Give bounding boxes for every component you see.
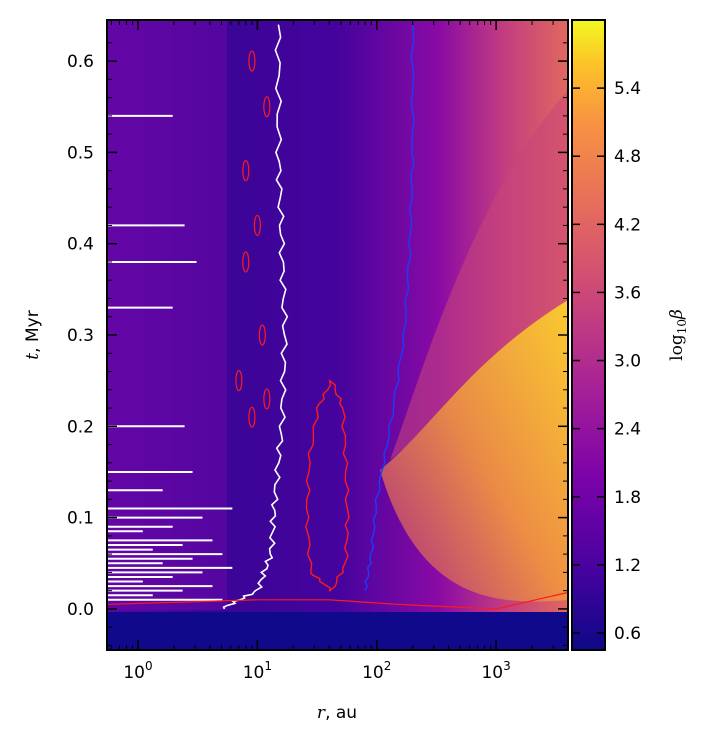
y-tick-label: 0.6 — [67, 52, 94, 72]
heatmap-left-band — [107, 20, 227, 610]
colorbar-ticks: 0.6 1.2 1.8 2.4 3.0 3.6 4.2 4.8 5.4 — [572, 79, 641, 644]
x-tick-label: 101 — [243, 659, 272, 683]
y-axis: 0.0 0.1 0.2 0.3 0.4 0.5 0.6 — [67, 42, 568, 646]
x-axis-label: r, au — [317, 703, 357, 723]
red-island — [253, 214, 261, 237]
colorbar: 0.6 1.2 1.8 2.4 3.0 3.6 4.2 4.8 5.4 log10β — [571, 19, 689, 651]
red-island — [248, 406, 256, 428]
red-island — [248, 50, 256, 72]
contour-white-boundary — [222, 24, 289, 610]
heatmap-warm-region — [390, 90, 568, 460]
contour-red-outflow — [107, 591, 568, 610]
heatmap-bright-wedge — [380, 300, 568, 602]
colorbar-frame — [571, 19, 606, 651]
colorbar-gradient — [572, 20, 605, 650]
heatmap-bottom-band — [107, 612, 568, 650]
red-island — [242, 160, 250, 182]
colorbar-tick-label: 4.2 — [614, 215, 641, 235]
colorbar-tick-label: 4.8 — [614, 147, 641, 167]
x-tick-label: 102 — [362, 659, 391, 683]
red-island — [242, 251, 250, 273]
red-island — [263, 96, 271, 118]
y-tick-label: 0.0 — [67, 600, 94, 620]
contour-blue-front — [364, 24, 415, 591]
y-tick-label: 0.2 — [67, 417, 94, 437]
x-tick-label: 100 — [123, 659, 152, 683]
red-island — [263, 388, 271, 410]
x-axis: 100 101 102 103 — [111, 20, 554, 683]
colorbar-label: log10β — [667, 309, 689, 361]
colorbar-tick-label: 0.6 — [614, 624, 641, 644]
contour-red-lobe — [305, 379, 350, 593]
red-island — [235, 370, 243, 392]
white-streaks — [107, 114, 233, 601]
y-tick-label: 0.3 — [67, 326, 94, 346]
plot-area — [107, 20, 568, 650]
colorbar-tick-label: 5.4 — [614, 79, 641, 99]
y-tick-label: 0.1 — [67, 509, 94, 529]
colorbar-tick-label: 1.2 — [614, 556, 641, 576]
contour-red-islands — [235, 50, 271, 428]
y-tick-label: 0.5 — [67, 143, 94, 163]
colorbar-tick-label: 1.8 — [614, 488, 641, 508]
colorbar-tick-label: 3.0 — [614, 352, 641, 372]
colorbar-tick-label: 2.4 — [614, 420, 641, 440]
y-tick-label: 0.4 — [67, 235, 94, 255]
y-axis-label: t, Myr — [23, 310, 43, 359]
red-island — [258, 324, 266, 346]
x-tick-label: 103 — [481, 659, 510, 683]
colorbar-tick-label: 3.6 — [614, 283, 641, 303]
